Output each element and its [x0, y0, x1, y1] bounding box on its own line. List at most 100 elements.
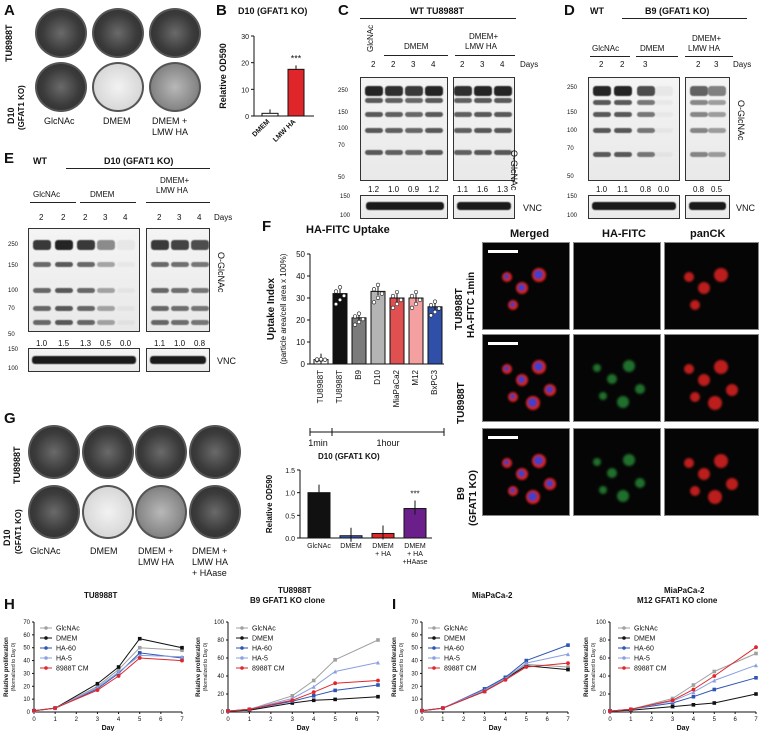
- y-tick-label: 0: [415, 710, 419, 716]
- x-tick-label: 0: [420, 717, 424, 723]
- x-tick-label: BxPC3: [430, 369, 439, 394]
- y-tick-label: 20: [411, 684, 418, 690]
- microscopy-image: [573, 334, 661, 422]
- legend-marker: [622, 626, 626, 630]
- legend-label: DMEM: [56, 636, 78, 643]
- data-point: [524, 665, 529, 669]
- panel-e-days-label: Days: [214, 213, 233, 222]
- quant-value: 1.3: [497, 185, 509, 194]
- blot-band: [708, 128, 726, 133]
- blot-band: [385, 150, 403, 155]
- y-tick-label: 70: [23, 620, 30, 626]
- blot-band: [77, 262, 95, 267]
- microscopy-image: [573, 428, 661, 516]
- y-tick-label: 0: [603, 710, 607, 716]
- y-tick-label: 60: [217, 656, 224, 662]
- legend-label: HA-5: [634, 656, 650, 663]
- data-point: [311, 678, 316, 683]
- fitc-signal: [617, 396, 629, 408]
- legend-label: 8988T CM: [634, 666, 667, 673]
- data-point: [333, 697, 337, 702]
- quant-value: 0.0: [658, 185, 670, 194]
- blot-band: [55, 320, 73, 325]
- y-axis-sublabel: (Normalized to Day 0): [399, 642, 405, 691]
- x-tick-label: 5: [713, 717, 717, 723]
- mw-marker: 150: [8, 263, 19, 269]
- blot-band: [637, 128, 655, 133]
- growth-chart-title: B9 GFAT1 KO clone: [250, 596, 325, 605]
- mw-marker: 100: [8, 288, 19, 294]
- data-point: [247, 707, 252, 712]
- x-tick-label: 4: [312, 717, 316, 723]
- blot-band: [690, 100, 708, 105]
- panel-g-col-label: GlcNAc: [30, 546, 61, 556]
- blot-band: [454, 112, 472, 117]
- panel-d-group-label: GlcNAc: [592, 44, 620, 53]
- nucleus: [510, 302, 515, 307]
- y-tick-label: 0.0: [285, 536, 295, 543]
- colony-dish: [28, 485, 80, 539]
- panel-a-col-label: GlcNAc: [44, 116, 75, 126]
- blot-band: [97, 240, 115, 250]
- blot-band: [637, 86, 655, 96]
- lane-day: 4: [197, 213, 202, 222]
- y-tick-label: 50: [296, 250, 305, 259]
- y-tick-label: 50: [411, 646, 418, 652]
- cell: [690, 300, 700, 310]
- mic-row-label: B9: [456, 487, 467, 500]
- fitc-signal: [623, 454, 635, 466]
- legend-marker: [240, 656, 244, 660]
- x-tick-label: 0: [608, 717, 612, 723]
- blot-band: [55, 288, 73, 293]
- blot-band: [474, 128, 492, 133]
- series-line-ha-5: [227, 662, 379, 712]
- y-tick-label: 0: [245, 114, 249, 121]
- legend-label: HA-60: [444, 646, 464, 653]
- panel-label-b: B: [216, 2, 227, 19]
- cell: [684, 364, 694, 374]
- blot-band: [55, 306, 73, 311]
- group-underline: [636, 56, 678, 57]
- panel-e-group-label: GlcNAc: [33, 190, 61, 199]
- blot-band: [151, 240, 169, 250]
- blot-band: [425, 128, 443, 133]
- scale-bar: [488, 342, 518, 345]
- quant-value: 0.5: [100, 339, 112, 348]
- mw-marker: 150: [340, 194, 351, 200]
- nucleus: [518, 376, 525, 383]
- blot-band: [708, 86, 726, 96]
- panel-g-row2-label-a: D10: [2, 529, 12, 546]
- legend-marker: [432, 626, 436, 630]
- legend-label: GlcNAc: [634, 626, 658, 633]
- panel-c-group-label: GlcNAc: [366, 24, 375, 52]
- data-point: [394, 289, 400, 295]
- blot-band: [385, 128, 403, 133]
- blot-band: [593, 128, 611, 133]
- y-axis-sublabel: (Normalized to Day 0): [11, 642, 17, 691]
- data-point: [754, 676, 758, 680]
- data-point: [428, 313, 434, 318]
- data-point: [420, 708, 424, 713]
- blot-band: [151, 306, 169, 311]
- data-point: [691, 690, 696, 695]
- nucleus: [504, 366, 509, 371]
- data-point: [566, 667, 570, 672]
- lane-day: 2: [599, 60, 604, 69]
- blot-band: [454, 98, 472, 103]
- data-point: [356, 311, 362, 316]
- y-tick-label: 60: [23, 633, 30, 639]
- blot-band: [117, 262, 135, 267]
- blot-band: [494, 128, 512, 133]
- panel-f-title: HA-FITC Uptake: [306, 224, 390, 236]
- blot-band: [425, 86, 443, 96]
- blot-band: [365, 150, 383, 155]
- panel-g-col-label: DMEM +: [192, 546, 228, 556]
- blot-band: [191, 320, 209, 325]
- legend-marker: [44, 666, 48, 670]
- quant-value: 1.0: [36, 339, 48, 348]
- x-tick-label: 4: [692, 717, 696, 723]
- group-underline: [384, 55, 448, 56]
- blot-band: [593, 112, 611, 117]
- significance-marker: ***: [410, 490, 419, 499]
- colony-dish: [149, 62, 201, 112]
